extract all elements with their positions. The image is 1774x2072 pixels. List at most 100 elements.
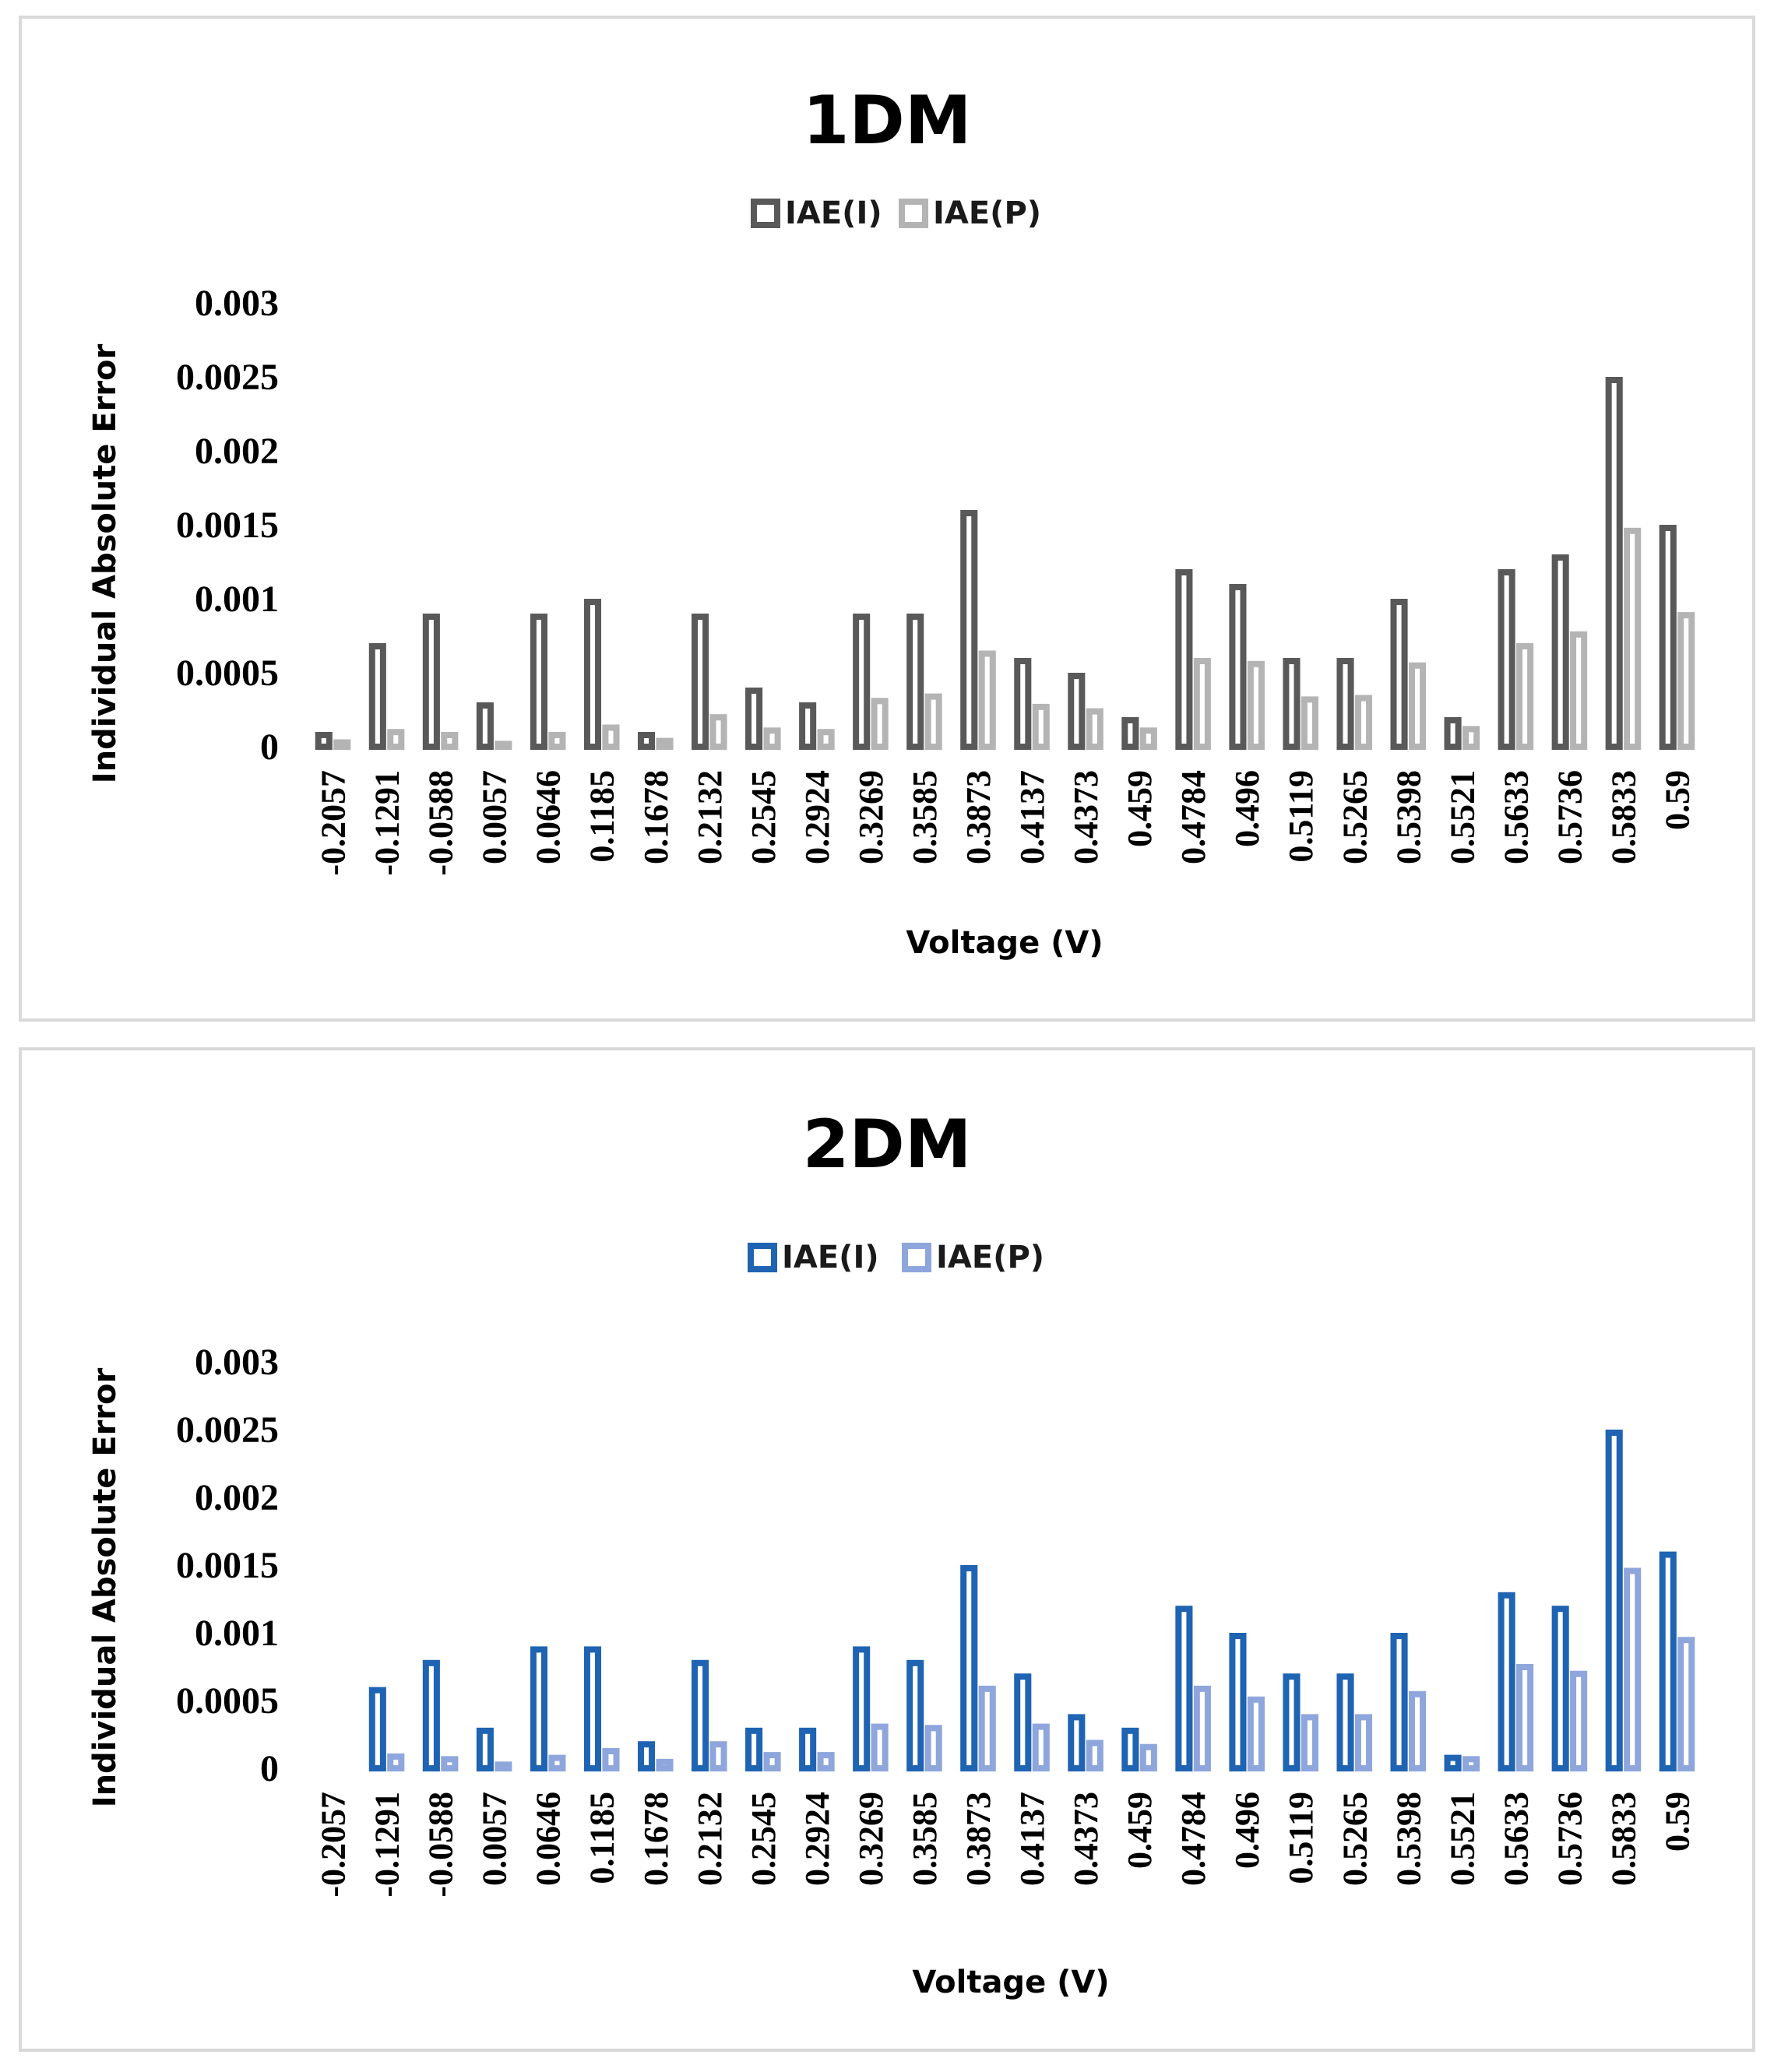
x-axis-ticks: -0.2057 -0.1291 -0.0588 0.0057 0.0646 0.1185 0… bbox=[315, 770, 1697, 876]
bar-series bbox=[315, 377, 1695, 751]
x-tick-label: 0.3585 bbox=[906, 1792, 944, 1886]
bar-iaep-4 bbox=[548, 1754, 566, 1771]
bar-iaep-10 bbox=[871, 1723, 889, 1772]
bar-iaei-22 bbox=[1498, 1592, 1515, 1771]
y-tick-label: 0.0025 bbox=[176, 357, 279, 398]
bar-iaep-4 bbox=[548, 732, 566, 750]
y-tick-label: 0.001 bbox=[195, 579, 279, 620]
x-tick-label: 0.5398 bbox=[1389, 1792, 1427, 1886]
x-axis-title: Voltage (V) bbox=[906, 925, 1103, 961]
bar-iaei-22 bbox=[1498, 569, 1515, 750]
bar-iaei-17 bbox=[1229, 584, 1247, 750]
bar-iaei-16 bbox=[1175, 1606, 1193, 1772]
x-tick-label: 0.0057 bbox=[476, 770, 514, 864]
chart-panel-2dm: 2DM IAE(I) IAE(P) Individual Absolute Er… bbox=[19, 1047, 1755, 2052]
bar-iaei-5 bbox=[583, 599, 602, 750]
bar-iaep-1 bbox=[387, 1753, 405, 1771]
x-tick-label: 0.2545 bbox=[744, 770, 783, 864]
legend-swatch-iae-p bbox=[899, 199, 928, 228]
bar-iaei-23 bbox=[1551, 1606, 1569, 1772]
x-tick-label: -0.2057 bbox=[315, 1792, 353, 1898]
bar-iaep-20 bbox=[1408, 662, 1427, 751]
x-tick-label: 0.4784 bbox=[1174, 770, 1213, 864]
x-tick-label: 0.1185 bbox=[583, 770, 621, 863]
x-tick-label: 0.1678 bbox=[637, 1792, 675, 1886]
x-tick-label: 0.4373 bbox=[1067, 770, 1105, 864]
bar-iaep-3 bbox=[495, 741, 512, 751]
chart-1dm: 1DM IAE(I) IAE(P) Individual Absolute Er… bbox=[87, 82, 1697, 961]
bar-iaei-10 bbox=[853, 614, 871, 750]
bar-iaep-14 bbox=[1086, 1740, 1103, 1772]
legend-swatch-iae-p bbox=[902, 1243, 931, 1272]
x-tick-label: 0.2545 bbox=[744, 1792, 783, 1886]
legend-swatch-iae-i bbox=[751, 199, 780, 228]
chart-2dm: 2DM IAE(I) IAE(P) Individual Absolute Er… bbox=[87, 1106, 1696, 2000]
x-tick-label: -0.1291 bbox=[368, 770, 407, 876]
bar-iaei-15 bbox=[1121, 717, 1139, 750]
x-tick-label: 0.5265 bbox=[1336, 1792, 1374, 1886]
bar-iaei-9 bbox=[799, 702, 817, 750]
x-tick-label: 0.3873 bbox=[959, 1792, 998, 1886]
x-tick-label: 0.1185 bbox=[583, 1792, 621, 1884]
x-tick-label: 0.459 bbox=[1121, 770, 1159, 847]
x-tick-label: 0.59 bbox=[1658, 770, 1696, 830]
bar-iaei-1 bbox=[368, 1687, 386, 1771]
x-tick-label: 0.4137 bbox=[1013, 770, 1051, 864]
bar-iaei-7 bbox=[692, 614, 709, 750]
bar-iaep-7 bbox=[709, 1741, 727, 1772]
bar-iaep-18 bbox=[1301, 1714, 1318, 1772]
bar-iaep-9 bbox=[817, 729, 835, 751]
bar-iaei-18 bbox=[1283, 1673, 1301, 1772]
bar-iaei-4 bbox=[530, 1646, 547, 1772]
y-tick-label: 0.0005 bbox=[176, 1680, 279, 1722]
x-tick-label: 0.0057 bbox=[476, 1792, 514, 1886]
bar-iaep-17 bbox=[1247, 660, 1265, 750]
x-tick-label: -0.1291 bbox=[368, 1792, 407, 1898]
bar-iaei-9 bbox=[799, 1727, 817, 1771]
chart-title: 2DM bbox=[803, 1106, 972, 1184]
chart-panel-1dm: 1DM IAE(I) IAE(P) Individual Absolute Er… bbox=[19, 16, 1755, 1022]
bar-iaei-13 bbox=[1014, 658, 1032, 750]
bar-iaep-18 bbox=[1301, 696, 1318, 751]
x-tick-label: 0.5833 bbox=[1604, 770, 1642, 864]
bar-iaei-14 bbox=[1068, 1714, 1086, 1772]
x-tick-label: 0.459 bbox=[1121, 1792, 1159, 1869]
legend: IAE(I) IAE(P) bbox=[751, 195, 1041, 231]
y-axis-title: Individual Absolute Error bbox=[87, 1368, 123, 1808]
bar-iaep-25 bbox=[1677, 1637, 1695, 1771]
bar-iaep-7 bbox=[709, 714, 727, 751]
bar-iaei-24 bbox=[1605, 1430, 1623, 1771]
bar-iaei-18 bbox=[1283, 658, 1301, 750]
bar-iaep-2 bbox=[441, 1756, 459, 1772]
bar-iaep-5 bbox=[602, 724, 620, 750]
x-tick-label: 0.4373 bbox=[1067, 1792, 1105, 1886]
bar-iaei-10 bbox=[853, 1646, 871, 1772]
x-tick-label: 0.5521 bbox=[1443, 770, 1481, 864]
bar-iaei-8 bbox=[745, 688, 763, 750]
bar-iaei-3 bbox=[476, 702, 494, 750]
y-tick-label: 0.003 bbox=[195, 283, 279, 324]
bar-iaep-2 bbox=[441, 732, 459, 750]
x-tick-label: 0.3269 bbox=[852, 1792, 890, 1886]
legend-label-iae-i: IAE(I) bbox=[782, 1240, 879, 1275]
bar-iaei-20 bbox=[1390, 1633, 1408, 1771]
x-tick-label: 0.4784 bbox=[1174, 1792, 1213, 1886]
bar-iaep-13 bbox=[1032, 1723, 1050, 1772]
x-tick-label: 0.5119 bbox=[1282, 1792, 1320, 1884]
y-tick-label: 0 bbox=[260, 1748, 279, 1789]
x-tick-label: 0.5521 bbox=[1443, 1792, 1481, 1886]
bar-iaep-25 bbox=[1677, 612, 1695, 750]
bar-iaep-13 bbox=[1032, 703, 1050, 751]
bar-iaep-12 bbox=[978, 1685, 996, 1771]
bar-iaei-12 bbox=[960, 1565, 978, 1771]
x-tick-label: 0.0646 bbox=[530, 1792, 568, 1886]
bar-iaep-24 bbox=[1624, 527, 1642, 750]
x-tick-label: 0.5633 bbox=[1497, 770, 1535, 864]
chart-title: 1DM bbox=[803, 82, 972, 160]
bar-iaep-20 bbox=[1408, 1690, 1427, 1772]
x-tick-label: -0.2057 bbox=[315, 770, 353, 876]
bar-iaei-15 bbox=[1121, 1727, 1139, 1771]
x-tick-label: 0.496 bbox=[1228, 1792, 1266, 1869]
bar-iaep-23 bbox=[1570, 631, 1588, 750]
x-tick-label: 0.4137 bbox=[1013, 1792, 1051, 1886]
